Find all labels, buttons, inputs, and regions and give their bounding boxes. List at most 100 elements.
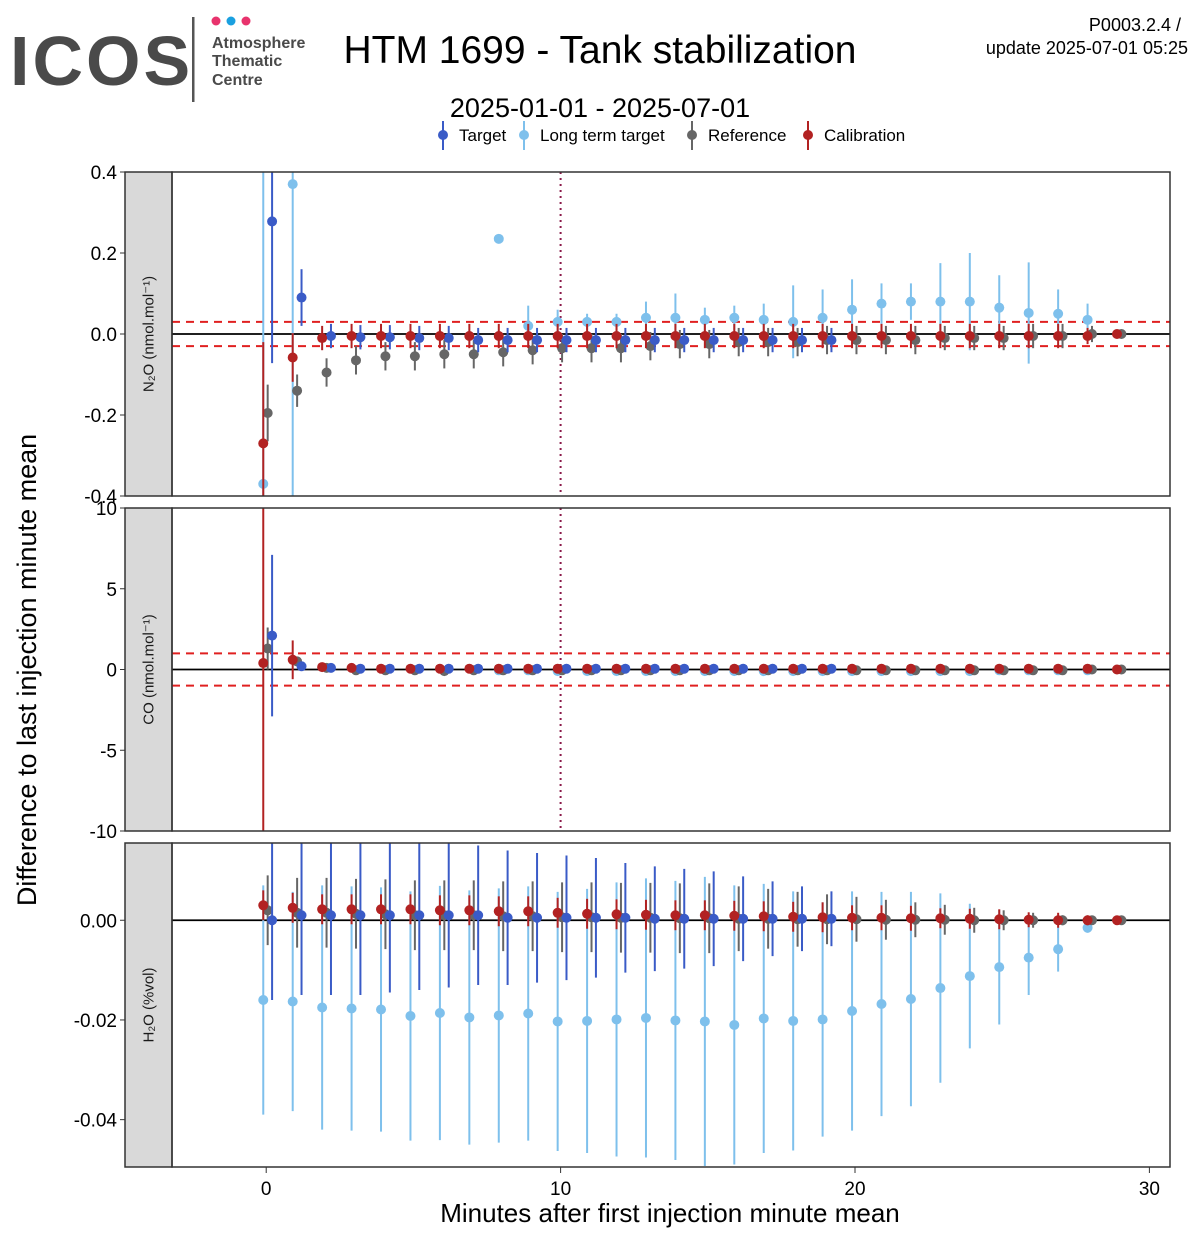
calibration-point xyxy=(582,663,593,674)
calibration-point xyxy=(434,663,445,674)
calibration-point xyxy=(699,331,710,342)
target-point xyxy=(384,332,395,343)
reference-point xyxy=(409,351,420,362)
calibration-point xyxy=(493,663,504,674)
calibration-point xyxy=(493,906,504,917)
calibration-point xyxy=(1082,663,1093,674)
calibration-point xyxy=(317,904,328,915)
y-tick-label: 0.0 xyxy=(91,325,117,346)
long-term-target-point xyxy=(994,302,1005,313)
calibration-point xyxy=(699,910,710,921)
calibration-point xyxy=(905,663,916,674)
chart-title: HTM 1699 - Tank stabilization xyxy=(343,29,856,72)
target-point xyxy=(620,335,631,346)
reference-point xyxy=(557,343,568,354)
calibration-point xyxy=(523,906,534,917)
long-term-target-point xyxy=(640,312,651,323)
reference-point xyxy=(468,349,479,360)
long-term-target-point xyxy=(994,962,1005,973)
calibration-point xyxy=(1112,915,1123,926)
target-point xyxy=(797,663,808,674)
calibration-point xyxy=(847,912,858,923)
calibration-point xyxy=(670,910,681,921)
calibration-point xyxy=(1082,915,1093,926)
calibration-point xyxy=(699,663,710,674)
y-tick-label: 0.2 xyxy=(91,244,117,265)
target-point xyxy=(767,663,778,674)
long-term-target-point xyxy=(582,316,593,327)
long-term-target-point xyxy=(847,1005,858,1016)
calibration-point xyxy=(729,331,740,342)
long-term-target-point xyxy=(817,1014,828,1025)
long-term-target-point xyxy=(876,999,887,1010)
long-term-target-point xyxy=(729,1019,740,1030)
panel-frame xyxy=(171,507,1171,832)
target-point xyxy=(826,335,837,346)
long-term-target-point xyxy=(376,1004,387,1015)
target-point xyxy=(414,910,425,921)
panel-h2o: H₂O (%vol) -0.04 -0.02 0.00 xyxy=(74,842,1171,1168)
long-term-target-point xyxy=(935,296,946,307)
target-point xyxy=(414,663,425,674)
calibration-point xyxy=(493,331,504,342)
calibration-point xyxy=(1082,331,1093,342)
calibration-point xyxy=(346,331,357,342)
calibration-point xyxy=(552,907,563,918)
target-point xyxy=(325,662,336,673)
calibration-point xyxy=(729,663,740,674)
calibration-point xyxy=(405,904,416,915)
calibration-point xyxy=(935,331,946,342)
legend-label: Long term target xyxy=(540,126,665,145)
target-point xyxy=(590,912,601,923)
y-tick-label: -0.04 xyxy=(74,1111,118,1132)
calibration-point xyxy=(611,663,622,674)
calibration-point xyxy=(434,905,445,916)
long-term-target-point xyxy=(640,1012,651,1023)
logo-sub-3: Centre xyxy=(212,72,263,89)
calibration-point xyxy=(317,333,328,344)
target-point xyxy=(414,333,425,344)
calibration-point xyxy=(788,331,799,342)
calibration-point xyxy=(758,911,769,922)
calibration-point xyxy=(464,663,475,674)
target-point xyxy=(443,910,454,921)
calibration-point xyxy=(964,331,975,342)
calibration-point xyxy=(788,663,799,674)
long-term-target-point xyxy=(552,316,563,327)
calibration-point xyxy=(376,331,387,342)
long-term-target-point xyxy=(611,316,622,327)
panel-strip-label: CO (nmol.mol⁻¹) xyxy=(141,614,158,724)
target-point xyxy=(620,912,631,923)
long-term-target-point xyxy=(1023,952,1034,963)
long-term-target-point xyxy=(670,312,681,323)
calibration-point xyxy=(758,331,769,342)
long-term-target-point xyxy=(788,316,799,327)
calibration-point xyxy=(876,912,887,923)
long-term-target-point xyxy=(935,983,946,994)
calibration-point xyxy=(1112,329,1123,339)
panel-plot-area xyxy=(172,843,1170,1167)
calibration-point xyxy=(523,331,534,342)
target-point xyxy=(532,335,543,346)
x-tick-label: 20 xyxy=(844,1179,865,1200)
logo-dot-3 xyxy=(241,16,251,26)
x-axis-label: Minutes after first injection minute mea… xyxy=(440,1198,900,1228)
y-tick-label: -0.02 xyxy=(74,1011,117,1032)
long-term-target-point xyxy=(817,312,828,323)
panel-frame xyxy=(171,842,1171,1168)
long-term-target-point xyxy=(1023,307,1034,318)
target-point xyxy=(767,913,778,924)
panel-strip-label: H₂O (%vol) xyxy=(141,968,158,1043)
long-term-target-point xyxy=(699,1016,710,1027)
calibration-point xyxy=(817,663,828,674)
long-term-target-point xyxy=(876,298,887,309)
target-point xyxy=(355,332,366,343)
target-point xyxy=(679,663,690,674)
calibration-point xyxy=(876,663,887,674)
x-axis: 0 10 20 30 xyxy=(261,1167,1160,1200)
long-term-target-point xyxy=(699,314,710,325)
calibration-point xyxy=(994,331,1005,342)
calibration-point xyxy=(640,663,651,674)
long-term-target-point xyxy=(1053,308,1064,319)
